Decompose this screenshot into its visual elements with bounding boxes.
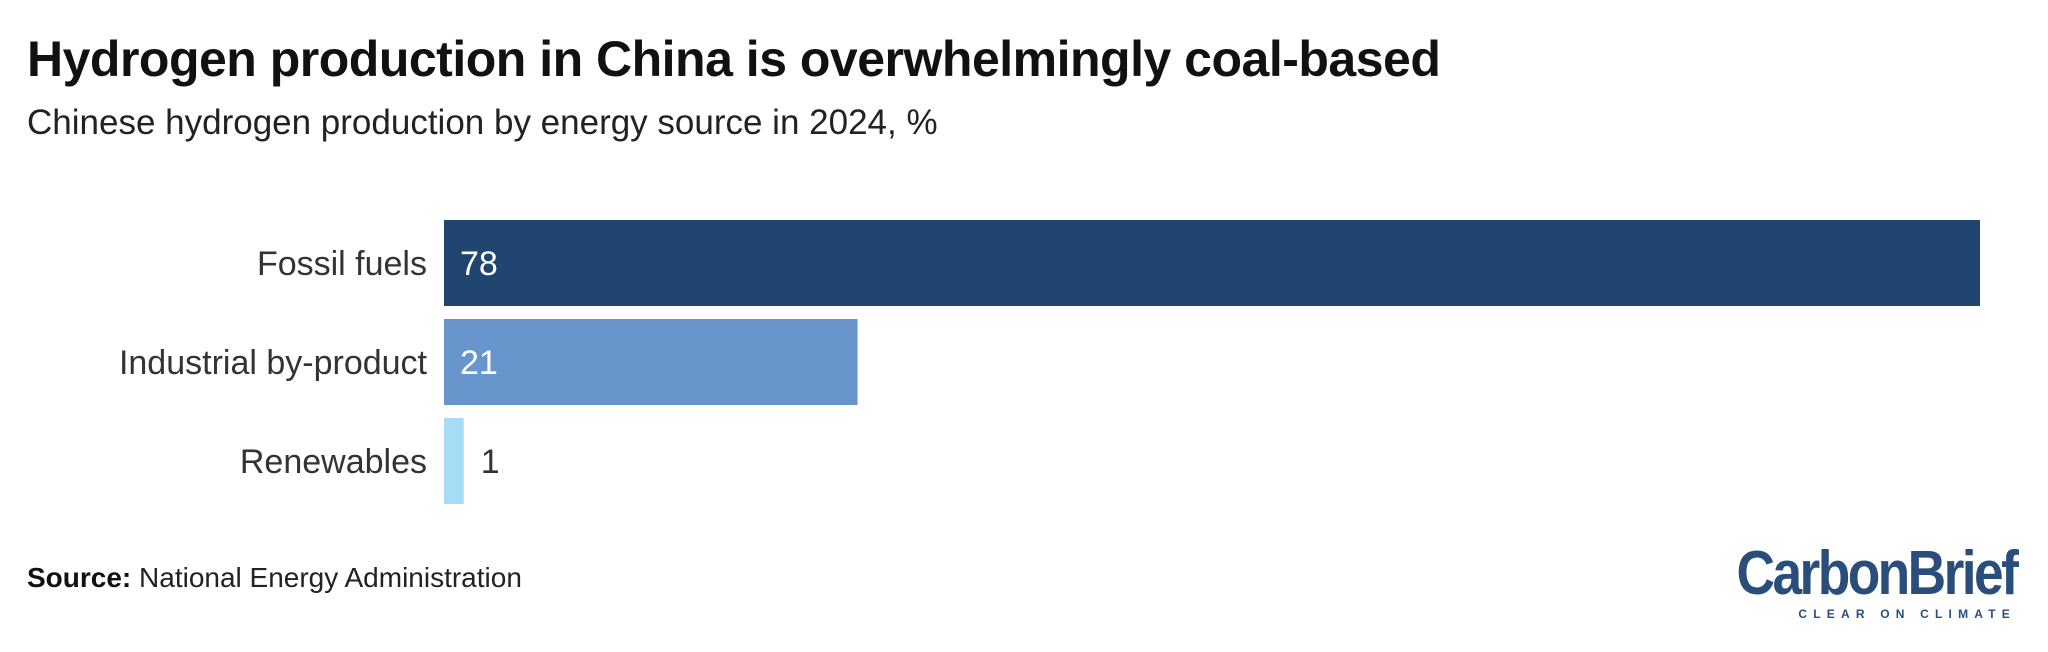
- category-label-renewables: Renewables: [240, 443, 427, 481]
- chart-subtitle: Chinese hydrogen production by energy so…: [27, 103, 938, 142]
- source-note: Source: National Energy Administration: [27, 562, 522, 594]
- logo-wordmark: CarbonBrief: [1736, 539, 2018, 608]
- value-label-renewables: 1: [481, 443, 500, 481]
- bar-chart: Fossil fuels 78 Industrial by-product 21 Ren…: [119, 220, 1980, 504]
- logo-tagline: CLEAR ON CLIMATE: [1798, 607, 2016, 621]
- bar-fossil-fuels: [444, 220, 1980, 306]
- value-label-fossil-fuels: 78: [460, 245, 498, 283]
- chart-title: Hydrogen production in China is overwhel…: [27, 31, 1441, 87]
- carbonbrief-logo: CarbonBrief CLEAR ON CLIMATE: [1691, 539, 2018, 622]
- category-label-industrial-by-product: Industrial by-product: [119, 344, 428, 382]
- source-text: National Energy Administration: [139, 562, 522, 593]
- category-label-fossil-fuels: Fossil fuels: [257, 245, 427, 283]
- bar-renewables: [444, 418, 464, 504]
- bar-industrial-by-product: [444, 319, 858, 405]
- value-label-industrial-by-product: 21: [460, 344, 498, 382]
- source-label: Source:: [27, 562, 132, 593]
